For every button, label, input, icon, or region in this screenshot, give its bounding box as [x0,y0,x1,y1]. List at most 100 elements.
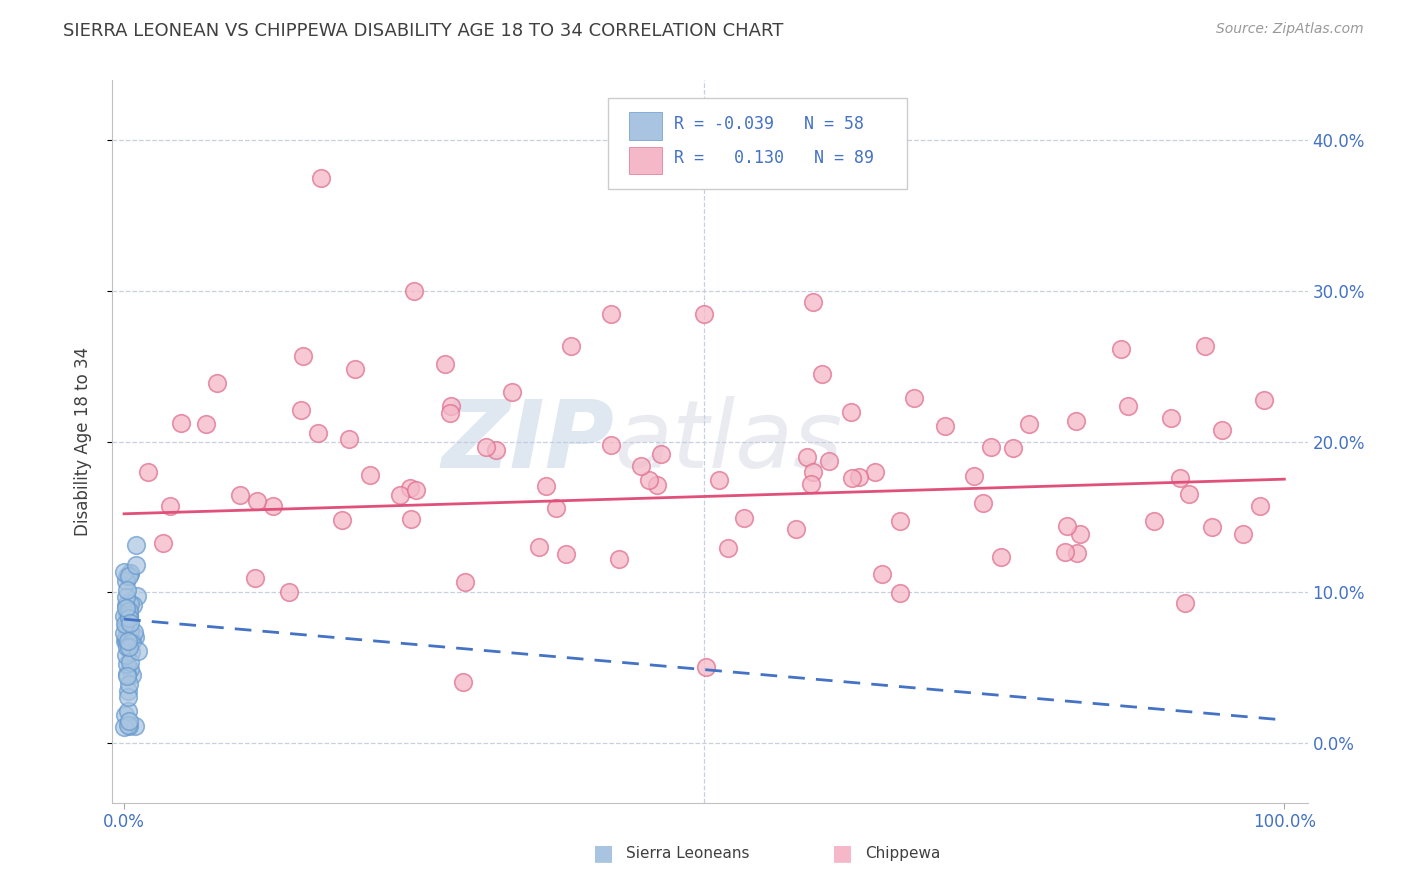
Point [630,458,652,473]
Point [125,558,148,572]
Point [963,469,986,483]
Point [277,584,299,599]
Point [125,589,148,603]
Point [115,667,138,681]
Point [117,568,139,582]
Point [339,432,361,446]
Point [404,284,426,298]
Point [1066,414,1088,428]
Point [170,416,193,430]
Text: Source: ZipAtlas.com: Source: ZipAtlas.com [1216,22,1364,37]
Point [695,660,717,674]
Point [115,590,138,604]
Point [118,569,141,583]
Point [117,690,139,704]
Point [1253,393,1275,408]
Point [120,623,142,637]
Point [474,440,496,454]
Point [1178,487,1201,501]
Point [1109,343,1132,357]
Point [839,405,862,419]
Point [115,648,138,662]
Point [555,547,578,561]
Point [117,704,139,718]
Text: Sierra Leoneans: Sierra Leoneans [627,846,749,861]
Point [262,499,284,513]
Text: SIERRA LEONEAN VS CHIPPEWA DISABILITY AGE 18 TO 34 CORRELATION CHART: SIERRA LEONEAN VS CHIPPEWA DISABILITY AG… [63,22,783,40]
Point [399,481,422,495]
Point [485,442,508,457]
Point [359,467,381,482]
Point [246,494,269,508]
Point [118,597,141,611]
Point [290,403,312,417]
Point [127,644,149,658]
Point [117,602,139,616]
Point [114,574,136,588]
Point [117,669,139,683]
Point [117,595,139,609]
Point [560,338,582,352]
FancyBboxPatch shape [628,112,662,139]
Point [120,655,142,669]
Point [115,601,138,615]
Point [1174,596,1197,610]
Point [118,611,141,625]
Point [121,634,143,648]
Point [600,438,623,452]
Point [136,465,159,479]
Point [841,471,863,485]
Text: R = -0.039   N = 58: R = -0.039 N = 58 [675,115,865,133]
Point [124,630,146,644]
Point [405,483,427,498]
Point [330,513,353,527]
Text: ZIP: ZIP [441,395,614,488]
Point [243,571,266,585]
Point [800,476,823,491]
FancyBboxPatch shape [628,147,662,174]
Point [1143,514,1166,528]
Point [229,488,252,502]
Point [1053,545,1076,559]
Point [1249,499,1271,513]
Point [848,469,870,483]
Point [118,615,141,630]
Point [501,385,523,400]
Point [889,586,911,600]
Point [389,488,412,502]
Point [114,707,136,722]
Point [863,465,886,479]
Point [117,607,139,621]
Point [118,677,141,691]
Point [1066,546,1088,560]
Point [733,510,755,524]
Point [440,399,463,413]
Point [709,473,731,487]
Point [1194,339,1216,353]
Point [811,368,834,382]
Point [121,598,143,612]
Point [291,349,314,363]
Point [1018,417,1040,431]
Point [454,575,477,590]
Point [343,361,366,376]
Point [117,633,139,648]
Point [121,635,143,649]
Point [114,616,136,631]
Point [311,171,333,186]
Point [870,566,893,581]
Point [118,640,141,654]
Point [990,550,1012,565]
Point [637,473,659,487]
Text: ■: ■ [593,843,614,863]
Point [115,582,138,597]
Point [903,391,925,405]
Point [114,634,136,648]
Point [114,630,136,644]
Point [1201,520,1223,534]
Point [803,295,825,310]
Point [114,598,136,612]
Point [717,541,740,555]
Point [650,446,672,460]
Point [1168,470,1191,484]
